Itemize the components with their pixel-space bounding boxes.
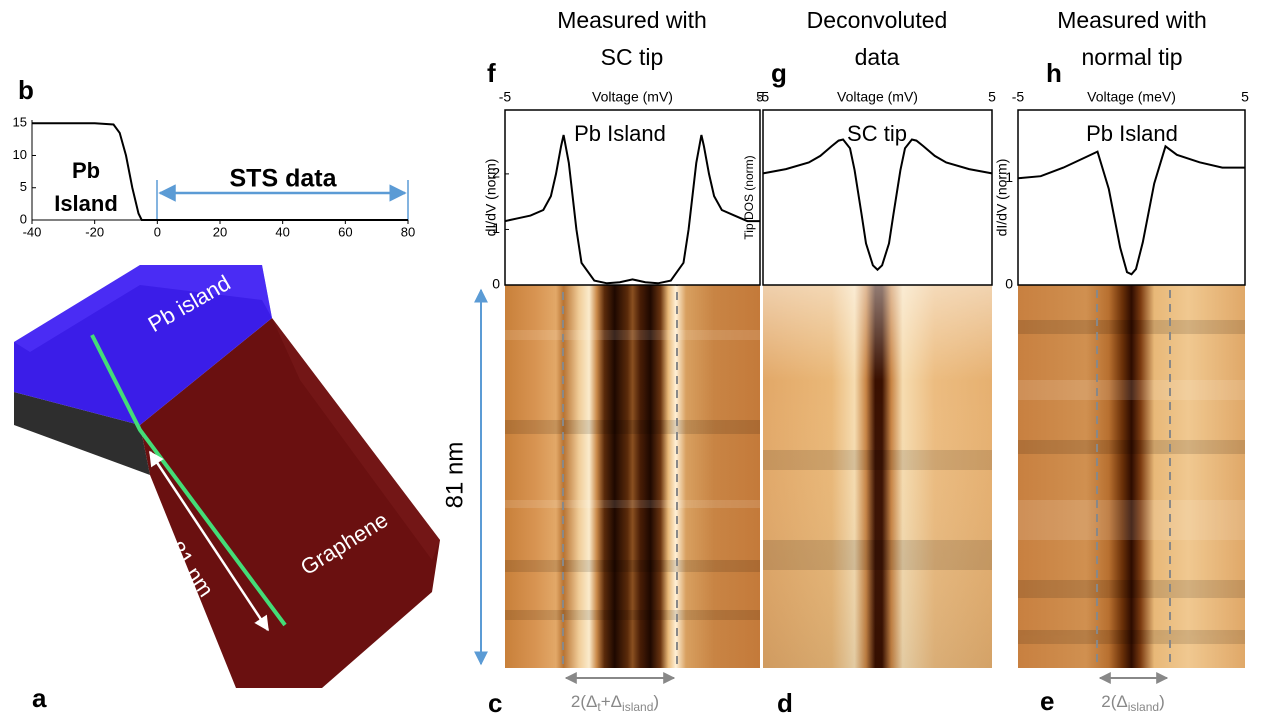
y-tick-label: 15 [13, 115, 27, 130]
gap-label: 2(Δisland) [1101, 692, 1165, 714]
y-tick-label: 0 [1005, 276, 1013, 292]
x-tick-label: 60 [338, 224, 352, 239]
panel-title: Measured with [1057, 7, 1207, 33]
panel-label: d [777, 688, 793, 718]
panel-title: normal tip [1082, 44, 1183, 70]
x-axis-label: Voltage (meV) [1087, 89, 1176, 105]
annotation: Island [54, 191, 118, 216]
annotation: SC tip [847, 121, 907, 146]
panel-label: g [771, 58, 787, 88]
annotation: Pb [72, 158, 100, 183]
data-line [504, 134, 760, 285]
y-axis-label: dI/dV (norm) [483, 159, 499, 237]
y-tick-label: 2 [492, 165, 500, 181]
x-tick-label: 20 [213, 224, 227, 239]
y-tick-label: 10 [13, 147, 27, 162]
x-tick-label: -40 [23, 224, 42, 239]
plot-frame [504, 109, 761, 286]
x-tick-label: -5 [757, 89, 770, 105]
y-tick-label: 0 [492, 276, 500, 292]
x-tick-label: 0 [154, 224, 161, 239]
panel-title: data [855, 44, 900, 70]
gap-label: 2(Δt+Δisland) [571, 692, 659, 714]
panel-title: SC tip [601, 44, 664, 70]
gap-label-part: island [1128, 700, 1159, 714]
panel-label: e [1040, 686, 1054, 716]
panel-label: f [487, 58, 496, 88]
plot-frame [762, 109, 993, 286]
x-tick-label: 80 [401, 224, 415, 239]
y-axis-label: Tip DOS (norm) [742, 155, 756, 239]
gap-label-part: t [597, 700, 601, 714]
x-axis-label: Voltage (mV) [837, 89, 918, 105]
panel-label: b [18, 75, 34, 105]
y-tick-label: 5 [20, 179, 27, 194]
gap-label-part: 2(Δ [571, 692, 597, 711]
panel-label: c [488, 688, 502, 718]
x-tick-label: 40 [275, 224, 289, 239]
gap-label-part: ) [1159, 692, 1165, 711]
x-tick-label: -5 [1012, 89, 1025, 105]
gap-label-part: 2(Δ [1101, 692, 1127, 711]
panel-a-render [14, 265, 440, 688]
y-tick-label: 0 [20, 211, 27, 226]
panel-label: h [1046, 58, 1062, 88]
y-axis-label: dI/dV (norm) [994, 159, 1010, 237]
data-line [32, 122, 408, 221]
y-tick-label: 1 [492, 220, 500, 236]
annotation: Pb Island [1086, 121, 1178, 146]
gap-label-part: ) [653, 692, 659, 711]
panel-title: Measured with [557, 7, 707, 33]
x-tick-label: 5 [988, 89, 996, 105]
scale-label: 81 nm [441, 442, 468, 509]
annotation: Pb Island [574, 121, 666, 146]
plot-frame [1017, 109, 1246, 286]
x-tick-label: -5 [499, 89, 512, 105]
annotation: STS data [230, 165, 338, 193]
data-line [1017, 144, 1245, 276]
gap-label-part: +Δ [601, 692, 622, 711]
x-axis-label: Voltage (mV) [592, 89, 673, 105]
panel-title: Deconvoluted [807, 7, 948, 33]
x-tick-label: -20 [85, 224, 104, 239]
x-tick-label: 5 [756, 89, 764, 105]
y-tick-label: 1 [1005, 169, 1013, 185]
x-tick-label: 5 [1241, 89, 1249, 105]
panel-label: a [32, 683, 47, 713]
data-line [762, 138, 993, 272]
gap-label-part: island [622, 700, 653, 714]
heatmaps [505, 285, 1245, 668]
